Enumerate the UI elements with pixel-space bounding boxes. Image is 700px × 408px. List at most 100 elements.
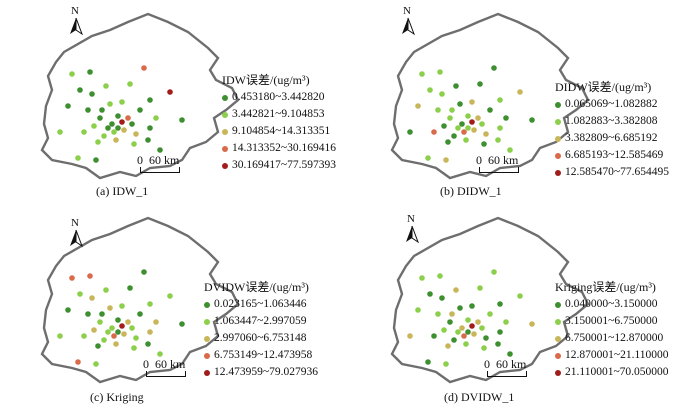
station-point [465, 329, 471, 335]
legend-marker [555, 152, 561, 159]
station-point [459, 325, 465, 331]
station-point [105, 125, 111, 131]
legend-marker [555, 369, 561, 376]
station-point [507, 351, 513, 357]
station-point [119, 119, 125, 125]
station-point [91, 327, 97, 333]
station-point [471, 127, 477, 133]
station-point [77, 291, 83, 297]
north-label: N [71, 217, 79, 229]
station-point [463, 137, 469, 143]
north-arrow-icon [70, 229, 84, 248]
station-point [109, 325, 115, 331]
station-point [441, 123, 447, 129]
station-point [95, 139, 101, 145]
station-point [497, 301, 503, 307]
scale-bar-line [146, 371, 186, 377]
scale-distance: 60 km [488, 153, 519, 167]
legend-label: 0.065069~1.082882 [565, 98, 658, 110]
legend-marker [555, 101, 561, 108]
station-point [97, 115, 103, 121]
station-point [127, 285, 133, 291]
station-point [109, 121, 115, 127]
station-point [93, 361, 99, 367]
legend: DIDW误差/(ug/m³) 0.065069~1.082882 1.08288… [555, 79, 669, 181]
station-point [439, 91, 445, 97]
scale-bar-line [487, 371, 527, 377]
station-point [125, 319, 131, 325]
panel-caption: (b) DIDW_1 [440, 184, 502, 198]
legend-label: 21.110001~70.050000 [565, 366, 669, 378]
station-point [479, 121, 485, 127]
panel-idw: N 0 60 km IDW误差/(ug/m³) 0.453180~3.44282… [0, 0, 350, 204]
station-point [497, 97, 503, 103]
legend-marker [222, 128, 228, 135]
station-point [157, 147, 163, 153]
beijing-boundary [40, 12, 240, 180]
station-point [107, 305, 113, 311]
legend-label: 2.997060~6.753148 [214, 332, 307, 344]
station-point [469, 99, 475, 105]
legend-marker [222, 145, 228, 152]
legend-title: DVIDW误差/(ug/m³) [204, 280, 309, 294]
station-point [115, 113, 121, 119]
station-points [57, 65, 185, 163]
station-point [419, 71, 425, 77]
station-point [133, 335, 139, 341]
legend-marker [222, 111, 228, 118]
station-point [461, 333, 467, 339]
legend-marker [222, 94, 228, 101]
legend-item: 3.382809~6.685192 [555, 130, 669, 147]
station-point [129, 325, 135, 331]
station-point [435, 311, 441, 317]
legend-item: 12.473959~79.027936 [204, 364, 318, 381]
station-point [81, 333, 87, 339]
station-point [449, 311, 455, 317]
legend-label: 3.150001~6.750000 [565, 315, 658, 327]
station-point [119, 99, 125, 105]
station-point [469, 323, 475, 329]
station-point [497, 125, 503, 131]
station-point [107, 101, 113, 107]
station-point [487, 311, 493, 317]
station-point [449, 107, 455, 113]
legend-label: 6.753149~12.473958 [214, 349, 313, 361]
legend-marker [204, 301, 210, 308]
station-point [127, 81, 133, 87]
legend-label: 3.382809~6.685192 [565, 132, 658, 144]
north-arrow: N [66, 217, 86, 250]
legend-marker [204, 318, 210, 325]
station-point [477, 81, 483, 87]
legend-label: 30.169417~77.597393 [232, 159, 336, 171]
station-point [145, 341, 151, 347]
station-point [131, 345, 137, 351]
north-label: N [407, 213, 415, 225]
station-point [477, 285, 483, 291]
scale-distance: 60 km [496, 357, 527, 371]
station-point [133, 131, 139, 137]
station-point [465, 125, 471, 131]
station-point [65, 307, 71, 313]
station-point [85, 311, 91, 317]
scale-bar-line [479, 167, 519, 173]
legend-label: 12.870001~21.110000 [565, 349, 669, 361]
station-point [141, 65, 147, 71]
station-point [461, 129, 467, 135]
station-point [119, 303, 125, 309]
legend-item: 3.442821~9.104853 [222, 106, 336, 123]
legend-title: DIDW误差/(ug/m³) [555, 80, 652, 94]
map-dvidw [390, 216, 590, 384]
legend-label: 3.442821~9.104853 [232, 108, 325, 120]
legend-title: IDW误差/(ug/m³) [222, 73, 310, 87]
map-kriging [40, 216, 240, 384]
station-point [437, 273, 443, 279]
station-point [451, 133, 457, 139]
scale-zero: 0 [476, 153, 482, 167]
station-point [113, 341, 119, 347]
legend-item: 6.753149~12.473958 [204, 347, 318, 364]
station-point [167, 89, 173, 95]
station-point [471, 331, 477, 337]
station-point [507, 147, 513, 153]
station-point [119, 323, 125, 329]
